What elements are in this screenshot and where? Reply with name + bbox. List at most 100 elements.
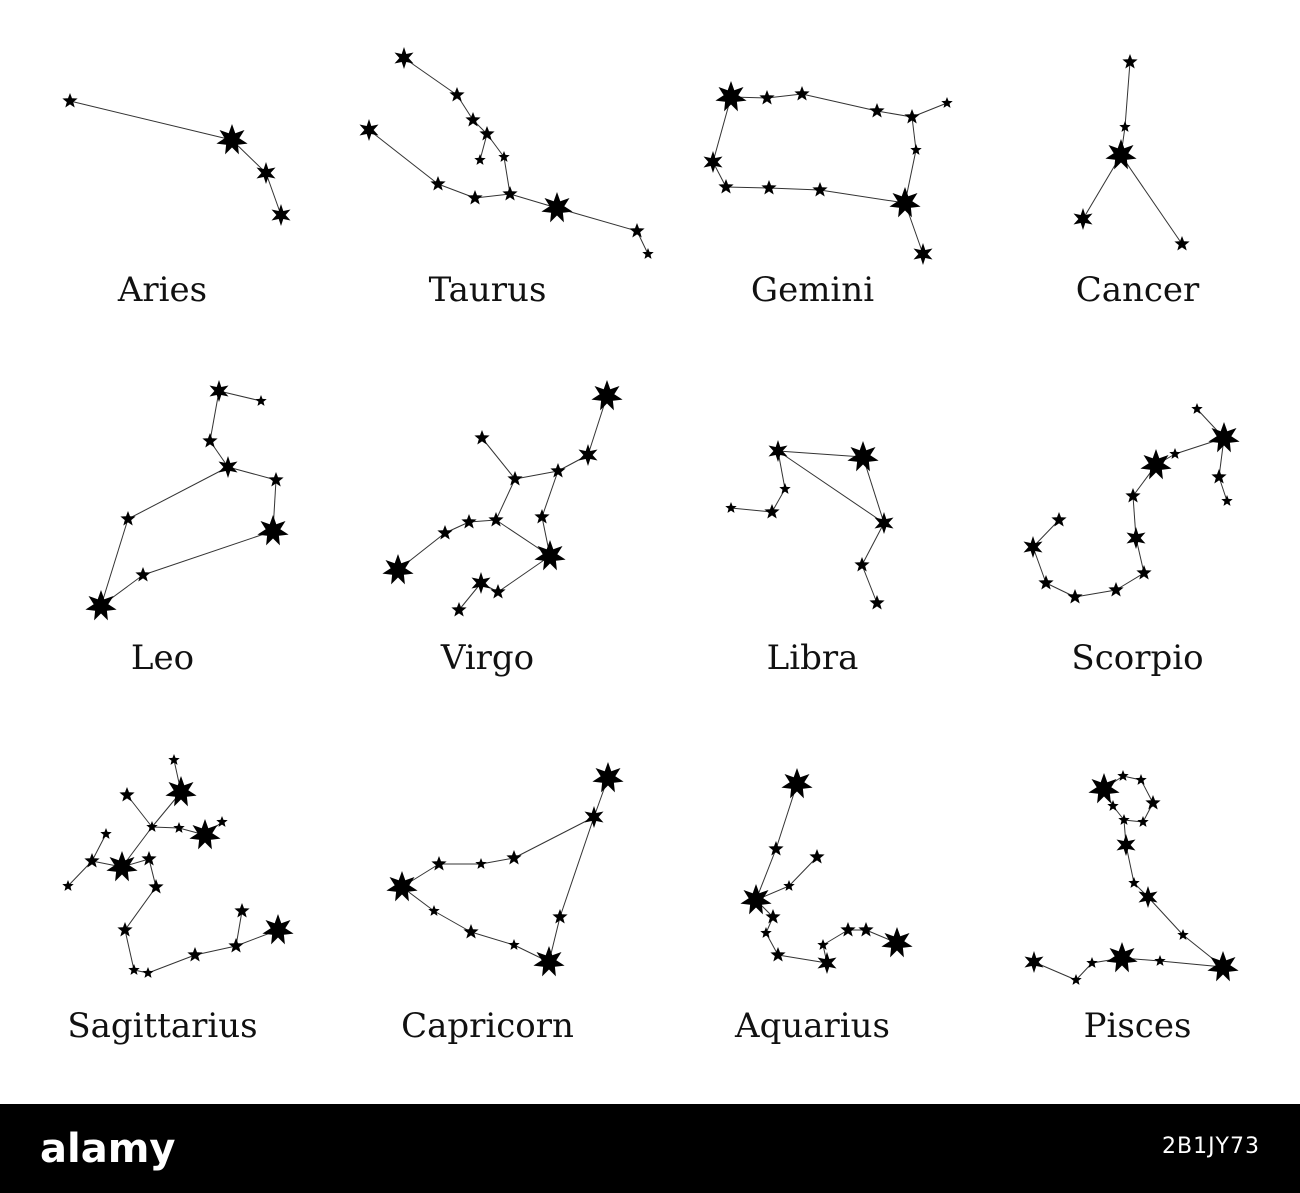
capricorn-star-icon-9 — [533, 946, 565, 977]
scorpio-star-icon-3 — [1221, 495, 1233, 506]
gemini-star-icon-10 — [761, 180, 777, 195]
alamy-logo-text: alamy — [40, 1128, 175, 1172]
constellation-label-capricorn: Capricorn — [401, 1006, 574, 1046]
capricorn-star-icon-1 — [584, 806, 604, 828]
sagittarius-star-icon-13 — [117, 922, 133, 937]
virgo-star-icon-2 — [550, 463, 566, 478]
image-id: 2B1JY73 — [1161, 1134, 1260, 1159]
pisces-star-icon-14 — [1086, 957, 1098, 968]
leo-star-icon-4 — [268, 472, 284, 487]
virgo-line-3 — [481, 437, 516, 480]
libra-star-icon-6 — [764, 504, 780, 519]
aquarius-star-icon-6 — [760, 927, 772, 938]
gemini-line-9 — [768, 187, 821, 191]
gemini-star-icon-6 — [910, 144, 922, 155]
sagittarius-star-icon-11 — [141, 851, 157, 866]
scorpio-line-8 — [1115, 572, 1145, 591]
pisces-line-10 — [1147, 896, 1184, 936]
sagittarius-star-icon-10 — [106, 851, 138, 882]
leo-line-1 — [209, 390, 220, 442]
gemini-line-8 — [819, 189, 906, 204]
sagittarius-star-icon-5 — [189, 819, 221, 850]
aries-line-0 — [69, 100, 233, 141]
aquarius-line-2 — [788, 856, 818, 887]
pisces-star-icon-1 — [1117, 770, 1129, 781]
constellation-leo: Leo — [0, 368, 325, 736]
constellation-label-cancer: Cancer — [1075, 270, 1200, 310]
libra-star-icon-5 — [779, 483, 791, 494]
aquarius-star-icon-7 — [770, 947, 786, 962]
virgo-star-icon-1 — [578, 444, 598, 466]
sagittarius-star-icon-7 — [100, 828, 112, 839]
constellation-virgo: Virgo — [325, 368, 650, 736]
capricorn-line-10 — [559, 816, 595, 918]
constellation-aquarius-chart — [740, 768, 913, 974]
aquarius-star-icon-8 — [817, 952, 837, 974]
pisces-star-icon-9 — [1138, 886, 1158, 908]
capricorn-star-icon-5 — [386, 871, 418, 902]
virgo-star-icon-5 — [488, 512, 504, 527]
leo-star-icon-7 — [85, 590, 117, 621]
sagittarius-line-12 — [124, 886, 157, 931]
virgo-line-8 — [541, 470, 559, 518]
libra-star-icon-4 — [869, 595, 885, 610]
scorpio-star-icon-1 — [1208, 422, 1240, 453]
cancer-star-icon-1 — [1119, 121, 1131, 132]
aquarius-star-icon-9 — [817, 939, 829, 950]
libra-star-icon-0 — [768, 440, 788, 462]
capricorn-star-icon-0 — [592, 762, 624, 793]
capricorn-line-6 — [433, 910, 472, 933]
libra-star-icon-3 — [854, 557, 870, 572]
taurus-line-9 — [509, 193, 558, 209]
sagittarius-star-icon-2 — [119, 787, 135, 802]
sagittarius-line-13 — [124, 929, 135, 971]
gemini-line-12 — [712, 96, 732, 163]
pisces-star-icon-8 — [1128, 877, 1140, 888]
constellation-label-leo: Leo — [130, 638, 195, 678]
constellation-gemini-chart — [703, 81, 953, 265]
virgo-line-11 — [497, 555, 551, 593]
pisces-star-icon-2 — [1135, 774, 1147, 785]
virgo-star-icon-0 — [591, 380, 623, 411]
sagittarius-star-icon-18 — [234, 903, 250, 918]
taurus-star-icon-2 — [465, 112, 481, 127]
sagittarius-line-3 — [151, 826, 180, 829]
constellation-sagittarius: Sagittarius — [0, 736, 325, 1104]
taurus-star-icon-6 — [502, 186, 518, 201]
taurus-star-icon-12 — [642, 248, 654, 259]
constellation-label-scorpio: Scorpio — [1071, 638, 1204, 678]
virgo-star-icon-13 — [451, 602, 467, 617]
sagittarius-star-icon-15 — [142, 967, 154, 978]
aquarius-star-icon-0 — [781, 768, 813, 799]
gemini-star-icon-12 — [703, 151, 723, 173]
aquarius-star-icon-1 — [768, 841, 784, 856]
aries-star-icon-3 — [271, 204, 291, 226]
sagittarius-star-icon-3 — [146, 821, 158, 832]
gemini-star-icon-0 — [715, 81, 747, 112]
sagittarius-star-icon-4 — [173, 822, 185, 833]
virgo-star-icon-9 — [534, 509, 550, 524]
taurus-star-icon-8 — [430, 176, 446, 191]
aries-line-2 — [265, 172, 282, 216]
sagittarius-star-icon-0 — [168, 754, 180, 765]
aquarius-star-icon-12 — [881, 927, 913, 958]
taurus-line-3 — [479, 133, 488, 161]
aries-star-icon-1 — [216, 124, 248, 155]
cancer-star-icon-2 — [1105, 139, 1137, 170]
gemini-star-icon-5 — [941, 97, 953, 108]
scorpio-line-9 — [1074, 589, 1117, 598]
taurus-star-icon-4 — [474, 154, 486, 165]
gemini-line-5 — [911, 116, 917, 151]
constellation-virgo-chart — [382, 380, 623, 617]
constellation-pisces-chart — [1024, 770, 1239, 985]
aquarius-star-icon-3 — [783, 880, 795, 891]
constellation-label-pisces: Pisces — [1083, 1006, 1192, 1046]
scorpio-star-icon-0 — [1191, 403, 1203, 414]
sagittarius-star-icon-1 — [165, 776, 197, 807]
capricorn-star-icon-7 — [463, 924, 479, 939]
scorpio-star-icon-9 — [1108, 582, 1124, 597]
constellation-aries-chart — [62, 93, 291, 226]
aries-star-icon-2 — [256, 162, 276, 184]
sagittarius-line-17 — [235, 910, 243, 947]
gemini-line-2 — [801, 93, 878, 112]
